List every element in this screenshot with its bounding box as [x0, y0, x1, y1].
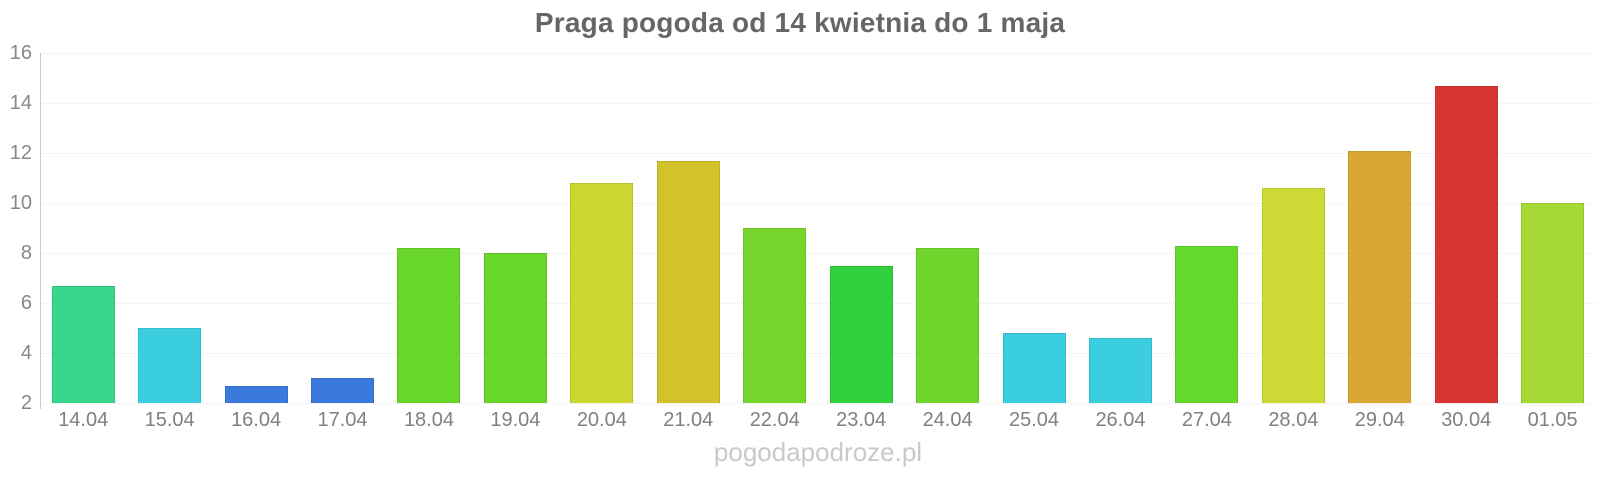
bar-18.04[interactable]	[397, 248, 461, 403]
bar-16.04[interactable]	[224, 385, 288, 403]
bar-23.04[interactable]	[829, 265, 893, 403]
x-tick-label-01.05: 01.05	[1527, 409, 1578, 431]
bar-slot-16.04	[213, 53, 299, 403]
bar-26.04[interactable]	[1088, 338, 1152, 403]
x-tick-label-19.04: 19.04	[490, 409, 541, 431]
bar-slot-17.04	[299, 53, 385, 403]
y-tick-label-16: 16	[9, 42, 32, 64]
x-tick-label-28.04: 28.04	[1268, 409, 1319, 431]
y-tick-label-10: 10	[9, 192, 32, 214]
bar-17.04[interactable]	[311, 378, 375, 403]
bar-slot-28.04	[1250, 53, 1336, 403]
x-tick-label-22.04: 22.04	[749, 409, 800, 431]
y-tick-label-14: 14	[9, 92, 32, 114]
x-tick-label-23.04: 23.04	[836, 409, 887, 431]
bar-19.04[interactable]	[483, 253, 547, 403]
y-axis-line	[40, 53, 41, 409]
x-tick-label-15.04: 15.04	[144, 409, 195, 431]
bar-slot-01.05	[1509, 53, 1595, 403]
gridline-12	[40, 153, 1596, 154]
gridline-10	[40, 203, 1596, 204]
bar-29.04[interactable]	[1348, 150, 1412, 403]
bar-slot-27.04	[1164, 53, 1250, 403]
bar-slot-24.04	[904, 53, 990, 403]
x-tick-label-16.04: 16.04	[231, 409, 282, 431]
x-tick-label-27.04: 27.04	[1181, 409, 1232, 431]
watermark: pogodapodroze.pl	[713, 437, 923, 467]
bar-slot-25.04	[991, 53, 1077, 403]
bar-slot-18.04	[386, 53, 472, 403]
bar-slot-15.04	[126, 53, 212, 403]
x-tick-label-17.04: 17.04	[317, 409, 368, 431]
gridline-16	[40, 53, 1596, 54]
x-tick-label-14.04: 14.04	[58, 409, 109, 431]
x-tick-label-21.04: 21.04	[663, 409, 714, 431]
y-tick-label-8: 8	[20, 242, 32, 264]
x-tick-label-26.04: 26.04	[1095, 409, 1146, 431]
bar-15.04[interactable]	[138, 328, 202, 403]
x-axis-labels: 14.04 15.04 16.04 17.04 18.04 19.04 20.04 21.04…	[40, 409, 1596, 432]
bar-20.04[interactable]	[570, 183, 634, 403]
bar-slot-29.04	[1337, 53, 1423, 403]
gridline-14	[40, 103, 1596, 104]
y-tick-label-4: 4	[20, 342, 32, 364]
gridline-2	[40, 403, 1596, 404]
bar-14.04[interactable]	[51, 285, 115, 403]
gridline-4	[40, 353, 1596, 354]
bar-28.04[interactable]	[1261, 188, 1325, 403]
bar-slot-20.04	[559, 53, 645, 403]
bar-slot-19.04	[472, 53, 558, 403]
bar-01.05[interactable]	[1521, 203, 1585, 403]
bar-30.04[interactable]	[1434, 85, 1498, 403]
y-tick-label-6: 6	[20, 292, 32, 314]
x-tick-label-30.04: 30.04	[1441, 409, 1492, 431]
bar-slot-23.04	[818, 53, 904, 403]
bar-22.04[interactable]	[743, 228, 807, 403]
gridline-8	[40, 253, 1596, 254]
bar-slot-14.04	[40, 53, 126, 403]
bar-slot-30.04	[1423, 53, 1509, 403]
x-tick-label-24.04: 24.04	[922, 409, 973, 431]
bar-25.04[interactable]	[1002, 333, 1066, 403]
x-tick-label-25.04: 25.04	[1009, 409, 1060, 431]
y-tick-label-2: 2	[20, 392, 32, 414]
bar-21.04[interactable]	[656, 160, 720, 403]
bar-series	[40, 53, 1596, 403]
bar-24.04[interactable]	[916, 248, 980, 403]
bar-slot-21.04	[645, 53, 731, 403]
x-tick-label-29.04: 29.04	[1354, 409, 1405, 431]
chart-title: Praga pogoda od 14 kwietnia do 1 maja	[534, 7, 1066, 38]
y-tick-label-12: 12	[9, 142, 32, 164]
bar-slot-26.04	[1077, 53, 1163, 403]
gridline-6	[40, 303, 1596, 304]
bar-27.04[interactable]	[1175, 245, 1239, 403]
bar-slot-22.04	[732, 53, 818, 403]
x-tick-label-18.04: 18.04	[403, 409, 454, 431]
plot-area	[40, 53, 1596, 404]
x-tick-label-20.04: 20.04	[576, 409, 627, 431]
